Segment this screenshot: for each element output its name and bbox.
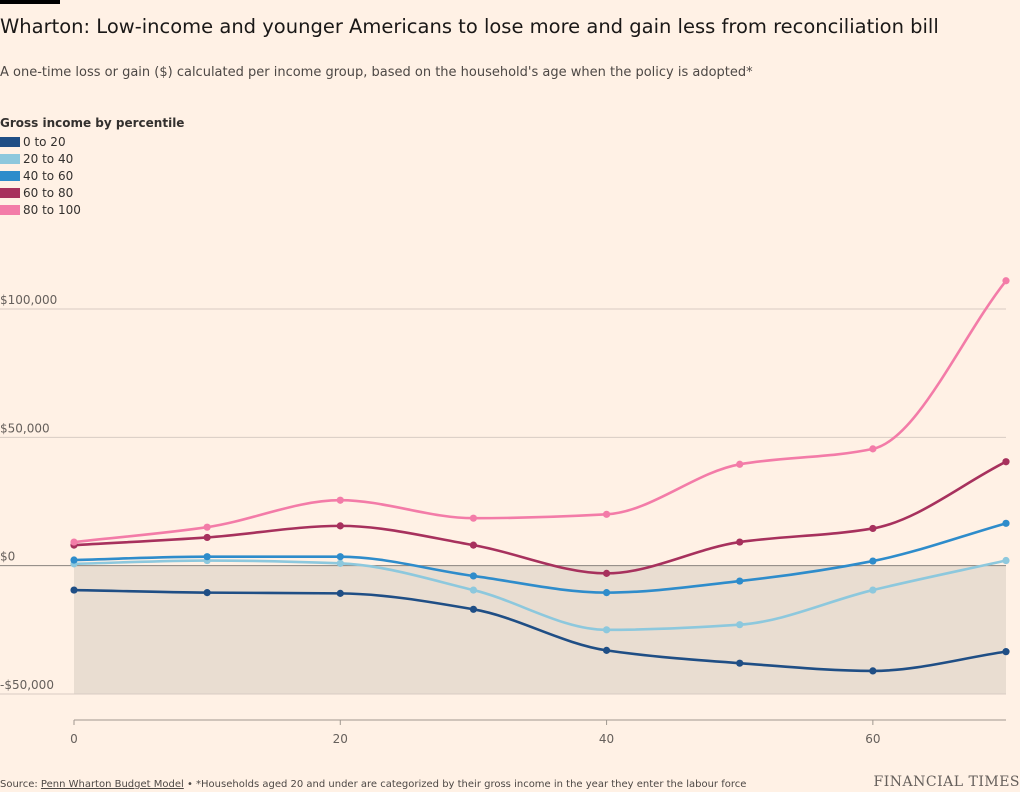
legend-item: 60 to 80	[0, 184, 184, 201]
legend-label: 0 to 20	[23, 134, 66, 149]
data-point	[469, 541, 478, 549]
data-point	[336, 496, 344, 504]
y-tick-label: $50,000	[0, 421, 50, 435]
data-point	[736, 621, 744, 629]
data-point	[70, 556, 78, 564]
data-point	[602, 510, 611, 518]
source-prefix: Source:	[0, 779, 41, 790]
data-point	[869, 557, 877, 565]
data-point	[1002, 277, 1010, 285]
x-tick-label: 40	[599, 732, 614, 746]
footer-source: Source: Penn Wharton Budget Model • *Hou…	[0, 778, 746, 792]
data-point	[1002, 458, 1010, 466]
legend-label: 60 to 80	[23, 185, 74, 200]
legend-label: 20 to 40	[23, 151, 74, 166]
legend-swatch	[0, 204, 20, 215]
data-point	[203, 553, 211, 561]
data-point	[736, 577, 744, 585]
data-point	[336, 559, 344, 567]
data-point	[203, 533, 211, 542]
data-point	[1002, 556, 1010, 565]
legend-item: 20 to 40	[0, 150, 184, 167]
data-point	[336, 553, 344, 561]
data-point	[869, 586, 877, 594]
series-line	[72, 588, 1008, 673]
data-point	[602, 589, 611, 597]
data-point	[203, 523, 211, 531]
data-point	[736, 460, 744, 468]
data-point	[602, 569, 611, 577]
y-tick-label: -$50,000	[0, 678, 54, 692]
legend-swatch	[0, 153, 20, 164]
data-point	[70, 538, 78, 546]
legend-title: Gross income by percentile	[0, 116, 185, 130]
series-line	[72, 522, 1008, 594]
series-line	[72, 460, 1008, 575]
legend-swatch	[0, 170, 20, 181]
footer-note: • *Households aged 20 and under are cate…	[183, 779, 747, 790]
data-point	[602, 646, 611, 654]
data-point	[1002, 648, 1010, 656]
data-point	[70, 586, 78, 594]
data-point	[869, 524, 877, 533]
series-line	[72, 559, 1008, 632]
data-point	[869, 667, 877, 675]
source-link[interactable]: Penn Wharton Budget Model	[40, 779, 184, 790]
chart-subtitle: A one-time loss or gain ($) calculated p…	[0, 65, 753, 80]
data-point	[1002, 519, 1010, 527]
series-line	[72, 279, 1008, 544]
legend-item: 40 to 60	[0, 167, 184, 184]
data-point	[869, 445, 877, 453]
data-point	[336, 589, 344, 597]
legend-label: 40 to 60	[23, 168, 74, 183]
legend: Gross income by percentile 0 to 20 20 to…	[0, 115, 184, 218]
data-point	[469, 572, 478, 580]
data-point	[469, 514, 478, 522]
x-tick-label: 60	[865, 732, 880, 746]
legend-swatch	[0, 187, 20, 198]
line-chart: -$50,000 $0 $50,000 $100,000 0 20 40 60	[0, 277, 1010, 746]
data-point	[602, 626, 611, 634]
y-tick-label: $100,000	[0, 293, 57, 307]
legend-swatch	[0, 136, 20, 147]
top-accent-rule	[0, 0, 60, 4]
x-tick-label: 20	[333, 732, 348, 746]
data-point	[336, 522, 344, 530]
axis-layer: 0 20 40 60	[70, 719, 1006, 746]
x-tick-label: 0	[70, 732, 78, 746]
y-tick-label: $0	[0, 550, 15, 564]
gridline-layer: -$50,000 $0 $50,000 $100,000	[0, 293, 1006, 695]
series-points-layer	[70, 277, 1010, 675]
data-point	[469, 586, 478, 594]
legend-item: 80 to 100	[0, 201, 184, 218]
data-point	[203, 589, 211, 597]
legend-item: 0 to 20	[0, 133, 184, 150]
chart-title: Wharton: Low-income and younger American…	[0, 15, 939, 38]
legend-label: 80 to 100	[23, 202, 81, 217]
data-point	[736, 659, 744, 667]
data-point	[469, 605, 478, 613]
ft-logo: FINANCIAL TIMES	[873, 774, 1020, 790]
data-point	[736, 538, 744, 546]
